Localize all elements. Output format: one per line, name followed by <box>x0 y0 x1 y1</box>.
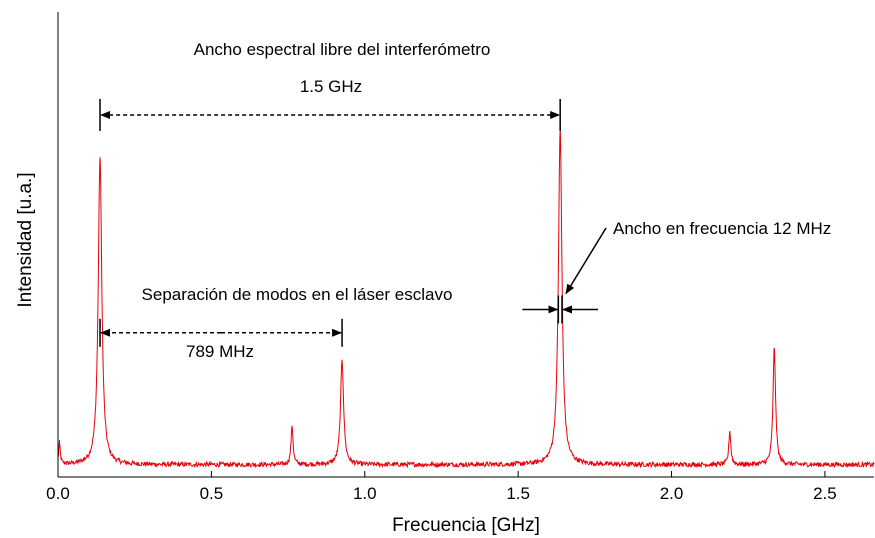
y-axis-title: Intensidad [u.a.] <box>15 172 36 307</box>
spectrum-line <box>57 130 875 469</box>
fsr-label: Ancho espectral libre del interferómetro <box>194 40 491 59</box>
linewidth-label: Ancho en frecuencia 12 MHz <box>613 219 831 238</box>
x-tick-label: 1.0 <box>353 484 377 503</box>
x-axis-title: Frecuencia [GHz] <box>392 515 540 536</box>
x-tick-label: 0.5 <box>200 484 224 503</box>
fsr-annotation: Ancho espectral libre del interferómetro… <box>99 40 561 131</box>
linewidth-pointer-arrow <box>565 227 607 295</box>
fsr-value: 1.5 GHz <box>300 77 362 96</box>
x-tick-label: 1.5 <box>506 484 530 503</box>
x-tick-label: 2.5 <box>813 484 837 503</box>
mode-separation-label: Separación de modos en el láser esclavo <box>142 285 453 304</box>
mode-separation-annotation: Separación de modos en el láser esclavo … <box>99 285 453 361</box>
x-tick-label: 2.0 <box>660 484 684 503</box>
linewidth-annotation: Ancho en frecuencia 12 MHz <box>522 219 831 324</box>
mode-separation-value: 789 MHz <box>186 342 254 361</box>
x-tick-label: 0.0 <box>46 484 70 503</box>
